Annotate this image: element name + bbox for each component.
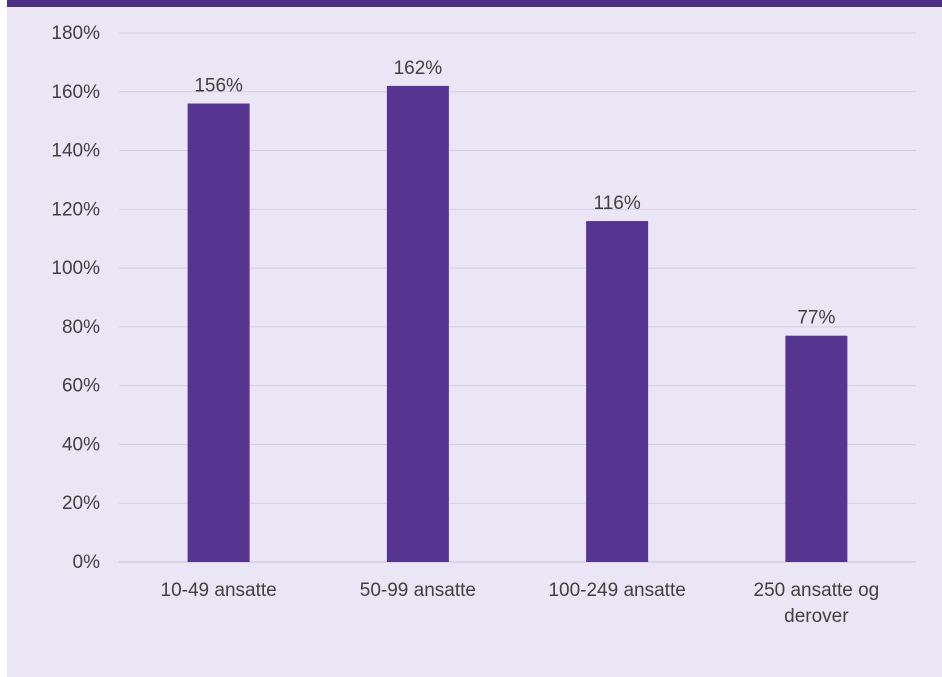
bar[interactable]	[386, 85, 449, 563]
data-label: 77%	[797, 308, 835, 329]
bar[interactable]	[187, 103, 250, 563]
bar[interactable]	[785, 335, 848, 562]
y-tick-label: 0%	[73, 552, 101, 573]
y-tick-label: 20%	[62, 493, 100, 514]
bar-chart: 0% 20% 40% 60% 80% 100% 120% 140% 160% 180% 156% 10…	[51, 23, 916, 627]
data-label: 116%	[594, 193, 641, 214]
data-label: 162%	[394, 58, 443, 79]
y-tick-label: 60%	[62, 376, 100, 397]
y-tick-label: 140%	[51, 141, 100, 162]
y-tick-label: 100%	[51, 258, 100, 279]
chart-container: 0% 20% 40% 60% 80% 100% 120% 140% 160% 180% 156% 10…	[7, 0, 942, 677]
bar[interactable]	[586, 221, 649, 563]
x-tick-label: 100-249 ansatte	[548, 580, 685, 601]
x-tick-label: derover	[784, 606, 849, 627]
y-tick-label: 120%	[51, 199, 100, 220]
data-label: 156%	[194, 76, 243, 97]
y-tick-label: 180%	[51, 23, 100, 44]
x-tick-label: 10-49 ansatte	[161, 580, 277, 601]
y-tick-label: 160%	[51, 82, 100, 103]
y-tick-label: 80%	[62, 317, 100, 338]
y-tick-label: 40%	[62, 434, 100, 455]
x-tick-label: 50-99 ansatte	[360, 580, 476, 601]
top-accent-band	[7, 0, 942, 7]
x-tick-label: 250 ansatte og	[754, 580, 880, 601]
